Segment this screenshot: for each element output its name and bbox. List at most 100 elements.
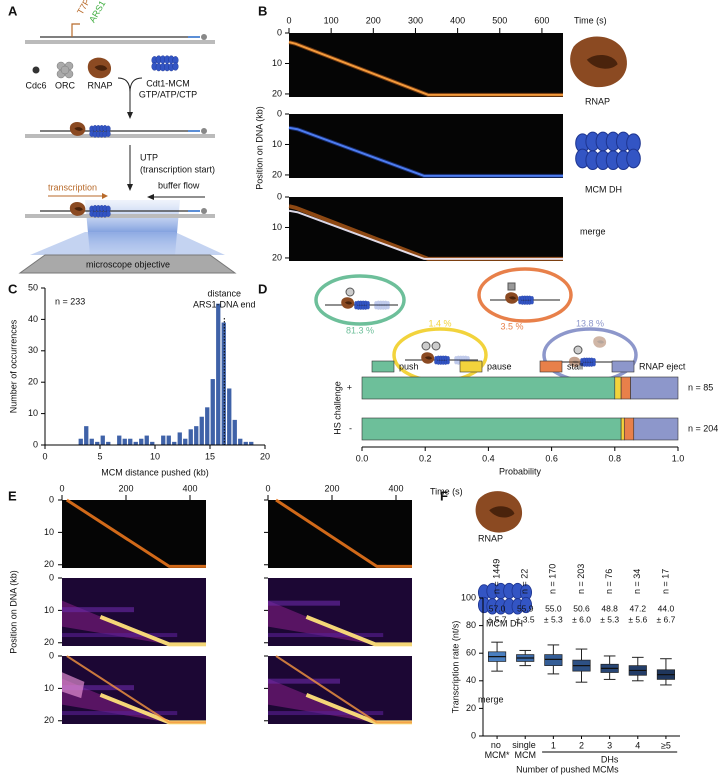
time-tick-label: 200	[118, 483, 133, 493]
x-axis-label: Probability	[499, 466, 542, 476]
x-tick-label: 15	[205, 451, 215, 461]
x-tick-label: 1.0	[672, 453, 685, 463]
promoter	[71, 23, 80, 37]
bar-segment	[620, 417, 625, 441]
x-tick-label: 0.0	[356, 453, 369, 463]
mcm-band	[268, 711, 384, 716]
y-tick-label: 0	[33, 439, 38, 449]
n-label: n = 1449	[491, 559, 501, 594]
eject-oval	[542, 327, 638, 383]
sd-label: ± 5.7	[488, 614, 507, 624]
mean-label: 57.0	[489, 603, 506, 613]
x-tick-label: 10	[150, 451, 160, 461]
time-tick-label: 200	[366, 15, 381, 25]
sd-label: ± 6.0	[572, 614, 591, 624]
mean-label: 47.2	[630, 603, 647, 613]
y-tick-label: 20	[44, 559, 54, 569]
n-label: n = 203	[576, 564, 586, 594]
time-tick-label: 400	[450, 15, 465, 25]
cdc6-icon	[32, 66, 40, 74]
mean-label: 55.9	[517, 603, 534, 613]
transcription-label: transcription	[48, 182, 97, 192]
marker-label: distance	[208, 288, 242, 298]
bar	[117, 435, 122, 445]
legend-label: pause	[487, 361, 512, 371]
y-tick-label: 10	[28, 408, 38, 418]
trajectory	[288, 209, 563, 260]
trajectory	[305, 615, 412, 647]
x-tick-label: single MCM	[512, 740, 538, 760]
trajectory	[288, 41, 563, 96]
ntp-label: GTP/ATP/CTP	[139, 89, 197, 99]
x-tick-label: 0.8	[609, 453, 622, 463]
time-tick-label: 0	[265, 483, 270, 493]
bar	[249, 441, 254, 445]
arrowhead	[102, 193, 108, 199]
y-axis-label: Transcription rate (nt/s)	[450, 621, 460, 714]
time-axis-label: Time (s)	[430, 486, 463, 496]
y-tick-label: 30	[28, 345, 38, 355]
y-tick-label: 0	[277, 27, 282, 37]
mcm-band	[62, 633, 178, 638]
x-tick-label: 5	[97, 451, 102, 461]
pause-scene	[405, 341, 478, 365]
x-tick-label: 20	[260, 451, 270, 461]
bar	[177, 432, 182, 445]
y-axis-label: Number of occurrences	[8, 319, 18, 413]
bar	[89, 438, 94, 445]
percent-label: 1.4 %	[428, 318, 451, 328]
n-label: n = 76	[604, 569, 614, 594]
y-tick-label: 60	[466, 648, 476, 658]
group-label: DHs	[601, 754, 619, 764]
mcm-band	[268, 600, 340, 606]
bar-segment	[361, 376, 616, 400]
bar	[199, 416, 204, 445]
y-tick-label: 20	[272, 252, 282, 262]
mean-label: 44.0	[658, 603, 675, 613]
x-tick-label: 4	[635, 740, 640, 750]
kymograph-label: MCM DH	[585, 184, 622, 194]
bar	[243, 441, 248, 445]
bar	[122, 438, 127, 445]
bar	[95, 441, 100, 445]
utp-label: UTP	[140, 152, 158, 162]
mcm-band	[268, 633, 384, 638]
time-tick-label: 500	[492, 15, 507, 25]
annotation: n = 233	[55, 296, 85, 306]
orc-label: ORC	[55, 80, 76, 90]
bead	[201, 128, 207, 134]
pause-oval	[392, 327, 488, 383]
x-tick-label: 0	[42, 451, 47, 461]
y-tick-label: 0	[471, 730, 476, 740]
bar	[128, 438, 133, 445]
category-label: -	[349, 423, 352, 433]
objective	[18, 254, 237, 274]
y-tick-label: 40	[28, 314, 38, 324]
time-tick-label: 400	[182, 483, 197, 493]
y-axis-label: HS challenge	[332, 381, 342, 435]
sd-label: ± 3.5	[516, 614, 535, 624]
y-tick-label: 20	[466, 703, 476, 713]
y-tick-label: 10	[44, 527, 54, 537]
rnap-icon	[475, 491, 523, 533]
rnap-label: RNAP	[87, 80, 112, 90]
y-tick-label: 20	[44, 715, 54, 725]
marker-label: ARS1-DNA end	[193, 299, 256, 309]
n-label: n = 22	[520, 569, 530, 594]
rnap-icon	[69, 122, 86, 136]
mcm-band	[268, 678, 340, 684]
bar	[210, 379, 215, 445]
percent-label: 81.3 %	[346, 325, 374, 335]
bar	[232, 419, 237, 445]
box	[544, 654, 563, 666]
trajectory	[66, 655, 206, 724]
legend-swatch	[611, 360, 635, 373]
surface	[25, 214, 215, 218]
panel-label: B	[258, 3, 267, 18]
arrowhead	[147, 194, 154, 200]
bar-segment	[620, 376, 631, 400]
bar	[227, 388, 232, 445]
bar	[139, 438, 144, 445]
kymograph-label: RNAP	[478, 533, 503, 543]
